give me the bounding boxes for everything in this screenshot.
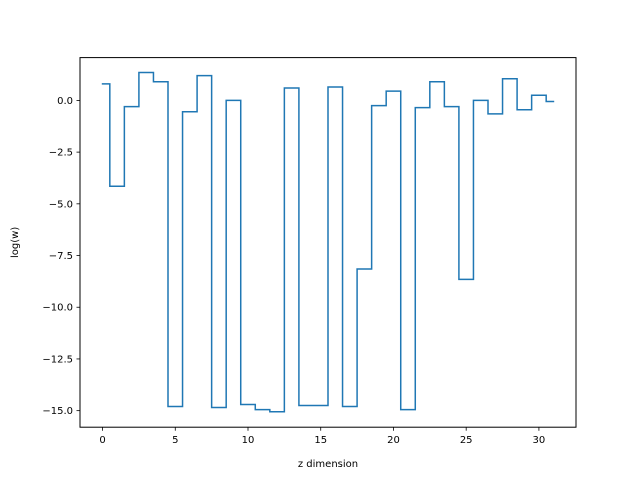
y-tick-label: −7.5 xyxy=(49,251,73,262)
y-axis-label: log(w) xyxy=(10,227,21,258)
y-tick-label: −15.0 xyxy=(42,406,73,417)
plot-area xyxy=(101,71,555,413)
y-tick-label: 0.0 xyxy=(57,96,73,107)
x-axis: 0 5 10 15 20 25 30 xyxy=(99,427,545,446)
x-tick-label: 10 xyxy=(242,435,255,446)
y-tick-label: −12.5 xyxy=(42,354,73,365)
x-tick-label: 5 xyxy=(172,435,178,446)
x-tick-label: 25 xyxy=(460,435,473,446)
y-tick-label: −5.0 xyxy=(49,199,73,210)
y-tick-label: −10.0 xyxy=(42,303,73,314)
x-tick-label: 0 xyxy=(99,435,105,446)
y-tick-label: −2.5 xyxy=(49,148,73,159)
axes-frame xyxy=(79,57,577,428)
x-tick-label: 15 xyxy=(314,435,327,446)
x-tick-label: 30 xyxy=(533,435,546,446)
x-tick-label: 20 xyxy=(387,435,400,446)
x-axis-label: z dimension xyxy=(298,459,358,470)
series-line-0 xyxy=(101,71,555,413)
y-axis: 0.0 −2.5 −5.0 −7.5 −10.0 −12.5 −15.0 xyxy=(42,96,80,417)
